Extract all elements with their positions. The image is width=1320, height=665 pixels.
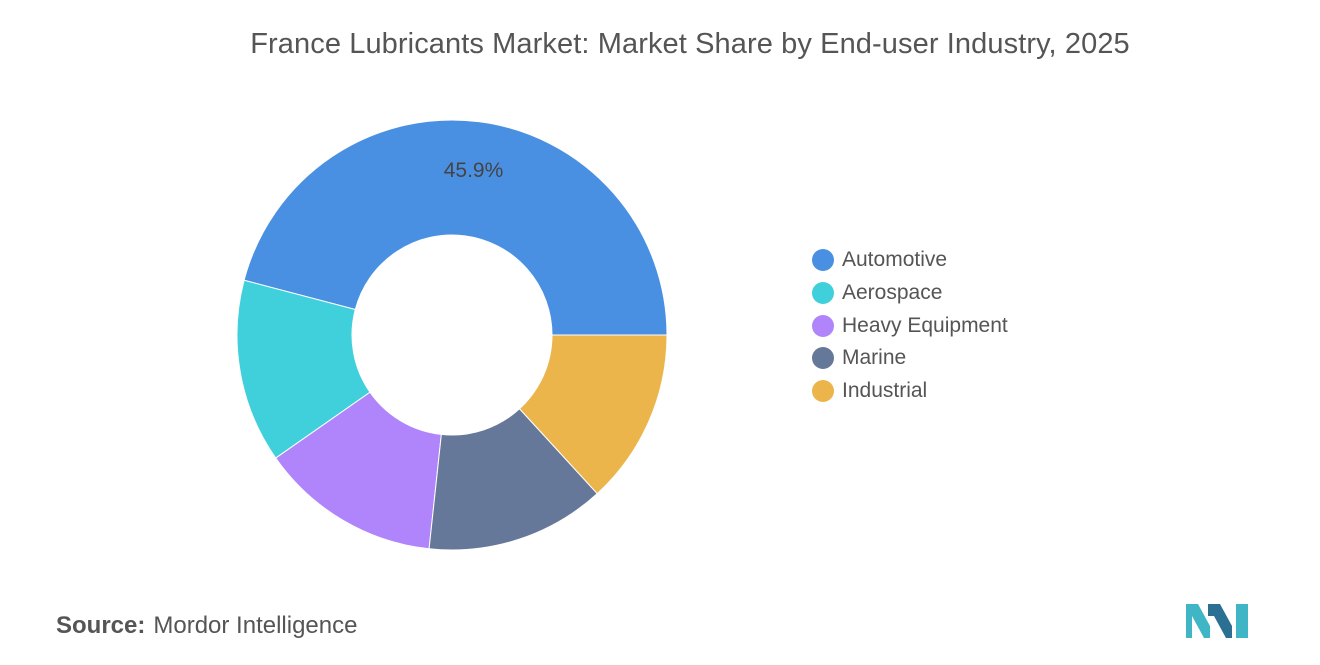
chart-title: France Lubricants Market: Market Share b… (250, 28, 1130, 60)
legend-label: Industrial (842, 379, 928, 403)
mordor-intelligence-logo-icon (1186, 604, 1248, 638)
legend-label: Aerospace (842, 281, 943, 305)
slice-aerospace (236, 279, 371, 459)
legend-swatch (812, 282, 834, 305)
slice-heavy-equipment (275, 391, 442, 550)
legend-label: Heavy Equipment (842, 313, 1008, 337)
legend-item-industrial: Industrial (812, 375, 1008, 408)
legend-swatch (812, 314, 834, 337)
slice-automotive (243, 119, 668, 336)
legend-swatch (812, 249, 834, 272)
legend-label: Marine (842, 346, 907, 370)
data-label-automotive: 45.9% (444, 159, 504, 182)
legend-swatch (812, 380, 834, 403)
legend-item-automotive: Automotive (812, 244, 1008, 277)
slice-industrial (518, 334, 668, 495)
source-label: Source: (56, 612, 146, 639)
legend-item-marine: Marine (812, 342, 1008, 375)
legend-swatch (812, 347, 834, 370)
legend-item-aerospace: Aerospace (812, 277, 1008, 310)
source-text: Mordor Intelligence (153, 612, 358, 639)
legend-item-heavy-equipment: Heavy Equipment (812, 309, 1008, 342)
chart-legend: Automotive Aerospace Heavy Equipment Marine… (812, 244, 1008, 407)
source-line: Source: Mordor Intelligence (56, 612, 357, 640)
legend-label: Automotive (842, 248, 948, 272)
